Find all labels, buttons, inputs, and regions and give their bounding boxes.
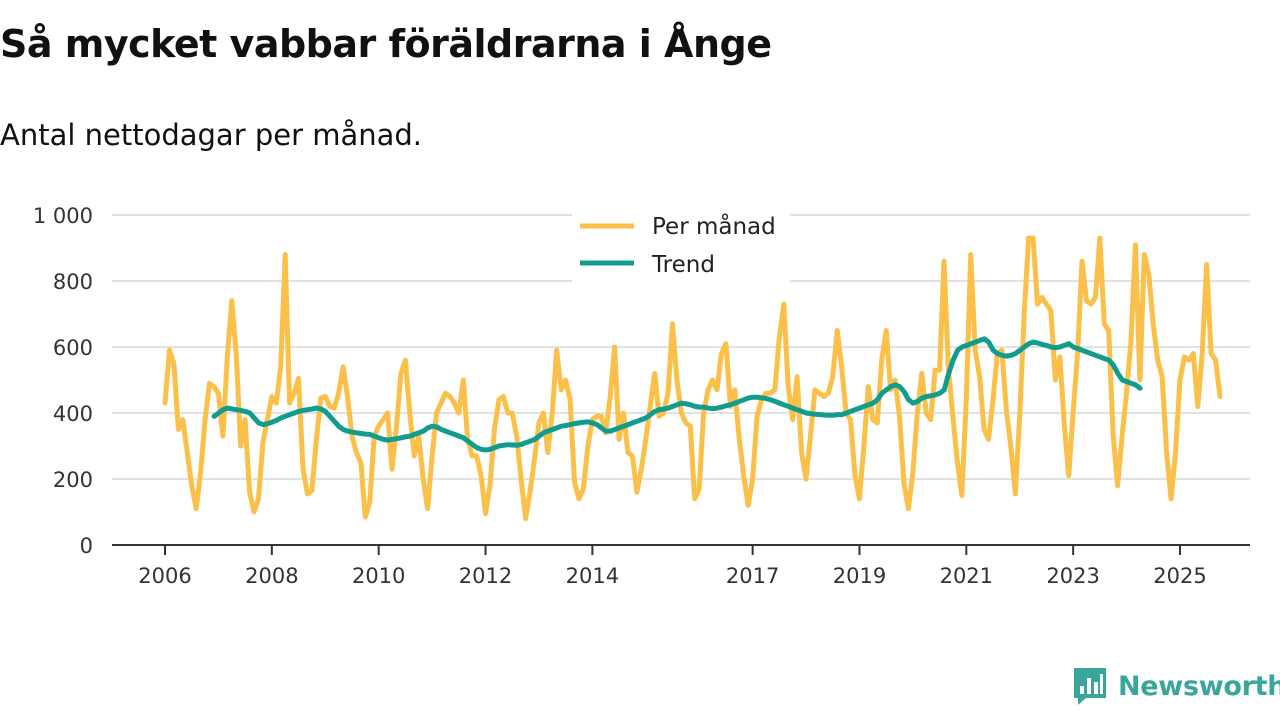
x-tick-label: 2010	[352, 564, 405, 588]
legend-label-per-manad: Per månad	[652, 212, 776, 240]
chart-subtitle: Antal nettodagar per månad.	[0, 118, 423, 152]
newsworthy-logo-icon	[1074, 668, 1106, 705]
x-tick-label: 2014	[566, 564, 619, 588]
newsworthy-logo: Newsworthy	[1072, 666, 1280, 706]
y-axis-ticks: 0 200 400 600 800 1 000	[33, 204, 93, 558]
series-lines	[162, 235, 1223, 522]
x-tick-label: 2017	[726, 564, 779, 588]
y-tick-label: 600	[53, 336, 93, 360]
x-tick-label: 2025	[1153, 564, 1206, 588]
y-tick-label: 800	[53, 270, 93, 294]
y-tick-label: 200	[53, 468, 93, 492]
series-line-per-manad	[162, 235, 1223, 522]
x-tick-label: 2023	[1046, 564, 1099, 588]
y-tick-label: 1 000	[33, 204, 93, 228]
legend-label-trend: Trend	[651, 252, 715, 278]
series-line-trend	[211, 336, 1143, 453]
legend-background	[572, 202, 790, 284]
y-tick-label: 0	[80, 534, 93, 558]
legend: Per månad Trend	[572, 202, 790, 284]
y-tick-label: 400	[53, 402, 93, 426]
newsworthy-logo-text: Newsworthy	[1118, 670, 1280, 702]
x-tick-label: 2006	[138, 564, 191, 588]
x-tick-label: 2021	[940, 564, 993, 588]
chart-title: Så mycket vabbar föräldrarna i Ånge	[0, 22, 772, 66]
x-tick-label: 2019	[833, 564, 886, 588]
x-tick-label: 2012	[459, 564, 512, 588]
x-tick-label: 2008	[245, 564, 298, 588]
x-axis: 2006 2008 2010 2012 2014 2017 2019 2021 2023 2025	[112, 544, 1250, 588]
